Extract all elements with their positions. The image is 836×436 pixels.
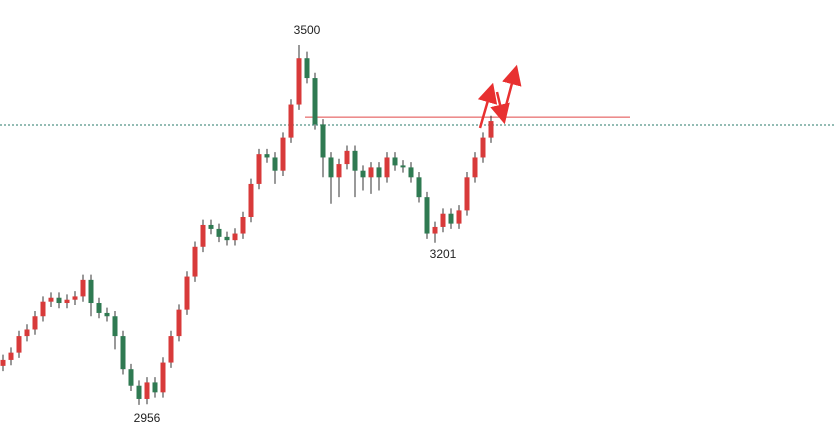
candle-body: [72, 296, 78, 300]
candle-body: [56, 297, 62, 304]
arrows: [477, 64, 522, 129]
candle-body: [120, 336, 126, 370]
candle-body: [160, 362, 166, 393]
candle-body: [264, 154, 270, 158]
candle-body: [216, 228, 222, 237]
candle-body: [128, 369, 134, 386]
extreme-label: 3500: [294, 23, 321, 37]
candle-body: [136, 385, 142, 399]
candle-body: [88, 279, 94, 304]
candle-body: [64, 299, 70, 304]
candle-body: [312, 78, 318, 125]
candle-body: [248, 183, 254, 218]
candle-body: [184, 276, 190, 310]
extreme-label: 3201: [430, 247, 457, 261]
candle-body: [144, 382, 150, 399]
candle-body: [480, 137, 486, 158]
candle-body: [456, 210, 462, 224]
candle-body: [344, 150, 350, 165]
candle-body: [168, 336, 174, 363]
candle-body: [296, 58, 302, 105]
candle-body: [448, 213, 454, 224]
candle-body: [272, 157, 278, 171]
candle-body: [80, 279, 86, 297]
candle-body: [360, 170, 366, 178]
candle-body: [384, 157, 390, 178]
candle-body: [352, 150, 358, 171]
candle-body: [400, 165, 406, 168]
arrow-down: [490, 91, 510, 125]
candle-body: [200, 224, 206, 247]
candle-body: [424, 197, 430, 234]
candle-body: [96, 303, 102, 313]
candle-body: [32, 316, 38, 330]
candle-body: [304, 58, 310, 79]
candle-body: [280, 137, 286, 171]
arrow-up: [477, 82, 498, 129]
candle-body: [8, 352, 14, 360]
candle-body: [464, 177, 470, 211]
candle-body: [408, 167, 414, 178]
candle-body: [328, 157, 334, 178]
candle-body: [152, 382, 158, 393]
candle-body: [0, 359, 6, 366]
candle-body: [176, 309, 182, 337]
candle-body: [488, 121, 494, 138]
arrow-up: [501, 64, 522, 118]
candle-body: [368, 167, 374, 178]
candle-body: [240, 217, 246, 234]
candle-body: [472, 157, 478, 178]
candle-body: [416, 177, 422, 198]
extreme-label: 2956: [134, 411, 161, 425]
candle-body: [224, 236, 230, 241]
candle-body: [48, 297, 54, 302]
candle-body: [232, 233, 238, 241]
candle-body: [208, 224, 214, 229]
candle-body: [392, 157, 398, 166]
candle-body: [432, 226, 438, 234]
candle-body: [336, 164, 342, 178]
candle-body: [288, 104, 294, 138]
candle-body: [112, 316, 118, 337]
candle-body: [256, 154, 262, 184]
candle-body: [440, 213, 446, 227]
candle-body: [104, 312, 110, 317]
candle-body: [16, 336, 22, 353]
candle-body: [40, 301, 46, 317]
candle-body: [24, 329, 30, 337]
candle-body: [192, 246, 198, 277]
candle-body: [320, 124, 326, 158]
candle-body: [376, 167, 382, 178]
